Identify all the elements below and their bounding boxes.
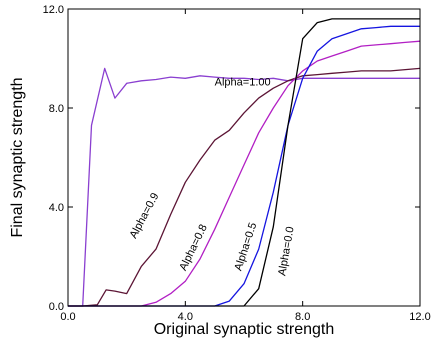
x-tick-label: 8.0 <box>295 311 310 323</box>
series-layer <box>68 18 421 307</box>
series-line-4 <box>68 18 420 307</box>
y-tick-label: 12.0 <box>43 4 64 16</box>
x-tick-label: 0.0 <box>60 311 75 323</box>
series-line-0 <box>68 67 420 307</box>
y-tick-label: 8.0 <box>49 103 64 115</box>
axis-ticks: 0.0 4.0 8.0 12.0 0.0 4.0 8.0 12.0 <box>43 4 431 323</box>
plot-area-frame <box>67 8 421 307</box>
series-line-2 <box>68 40 421 307</box>
x-tick-label: 4.0 <box>178 311 193 323</box>
y-axis-title: Final synaptic strength <box>9 77 26 237</box>
series-line-3 <box>68 25 420 307</box>
series-annotation: Alpha=0.9 <box>128 191 162 241</box>
series-line-1 <box>68 67 421 307</box>
y-tick-label: 0.0 <box>49 301 64 313</box>
series-annotation: Alpha=1.00 <box>215 77 271 89</box>
series-annotation: Alpha=0.0 <box>276 226 296 277</box>
x-tick-label: 12.0 <box>409 311 430 323</box>
x-axis-title: Original synaptic strength <box>154 321 335 338</box>
series-annotation: Alpha=0.5 <box>233 221 260 272</box>
y-tick-label: 4.0 <box>49 202 64 214</box>
